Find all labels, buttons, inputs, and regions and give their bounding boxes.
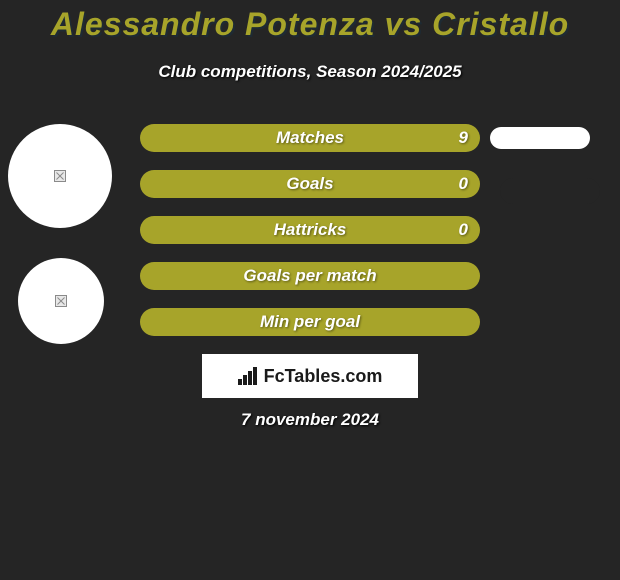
stat-bar-value: 9 (459, 128, 468, 148)
player-avatar-2 (18, 258, 104, 344)
broken-image-icon (54, 170, 66, 182)
footer-date: 7 november 2024 (0, 410, 620, 430)
broken-image-icon (55, 295, 67, 307)
stats-bars: Matches 9 Goals 0 Hattricks 0 Goals per match M… (140, 124, 480, 354)
side-pill (490, 127, 590, 149)
player-avatar-1 (8, 124, 112, 228)
stat-bar-label: Matches (276, 128, 344, 148)
side-pill (500, 178, 600, 204)
fctables-logo: FcTables.com (202, 354, 418, 398)
stat-bar: Matches 9 (140, 124, 480, 152)
stat-bar: Hattricks 0 (140, 216, 480, 244)
stat-bar: Goals 0 (140, 170, 480, 198)
stat-bar-label: Goals (286, 174, 333, 194)
stat-bar: Min per goal (140, 308, 480, 336)
stat-bar-label: Min per goal (260, 312, 360, 332)
stat-bar-label: Hattricks (274, 220, 347, 240)
stat-bar: Goals per match (140, 262, 480, 290)
stat-bar-value: 0 (459, 174, 468, 194)
stat-bar-label: Goals per match (243, 266, 376, 286)
fctables-logo-text: FcTables.com (264, 366, 383, 387)
page-subtitle: Club competitions, Season 2024/2025 (0, 62, 620, 82)
comparison-canvas: Alessandro Potenza vs Cristallo Club com… (0, 0, 620, 580)
stat-bar-value: 0 (459, 220, 468, 240)
page-title: Alessandro Potenza vs Cristallo (0, 6, 620, 43)
bar-chart-icon (238, 367, 260, 385)
